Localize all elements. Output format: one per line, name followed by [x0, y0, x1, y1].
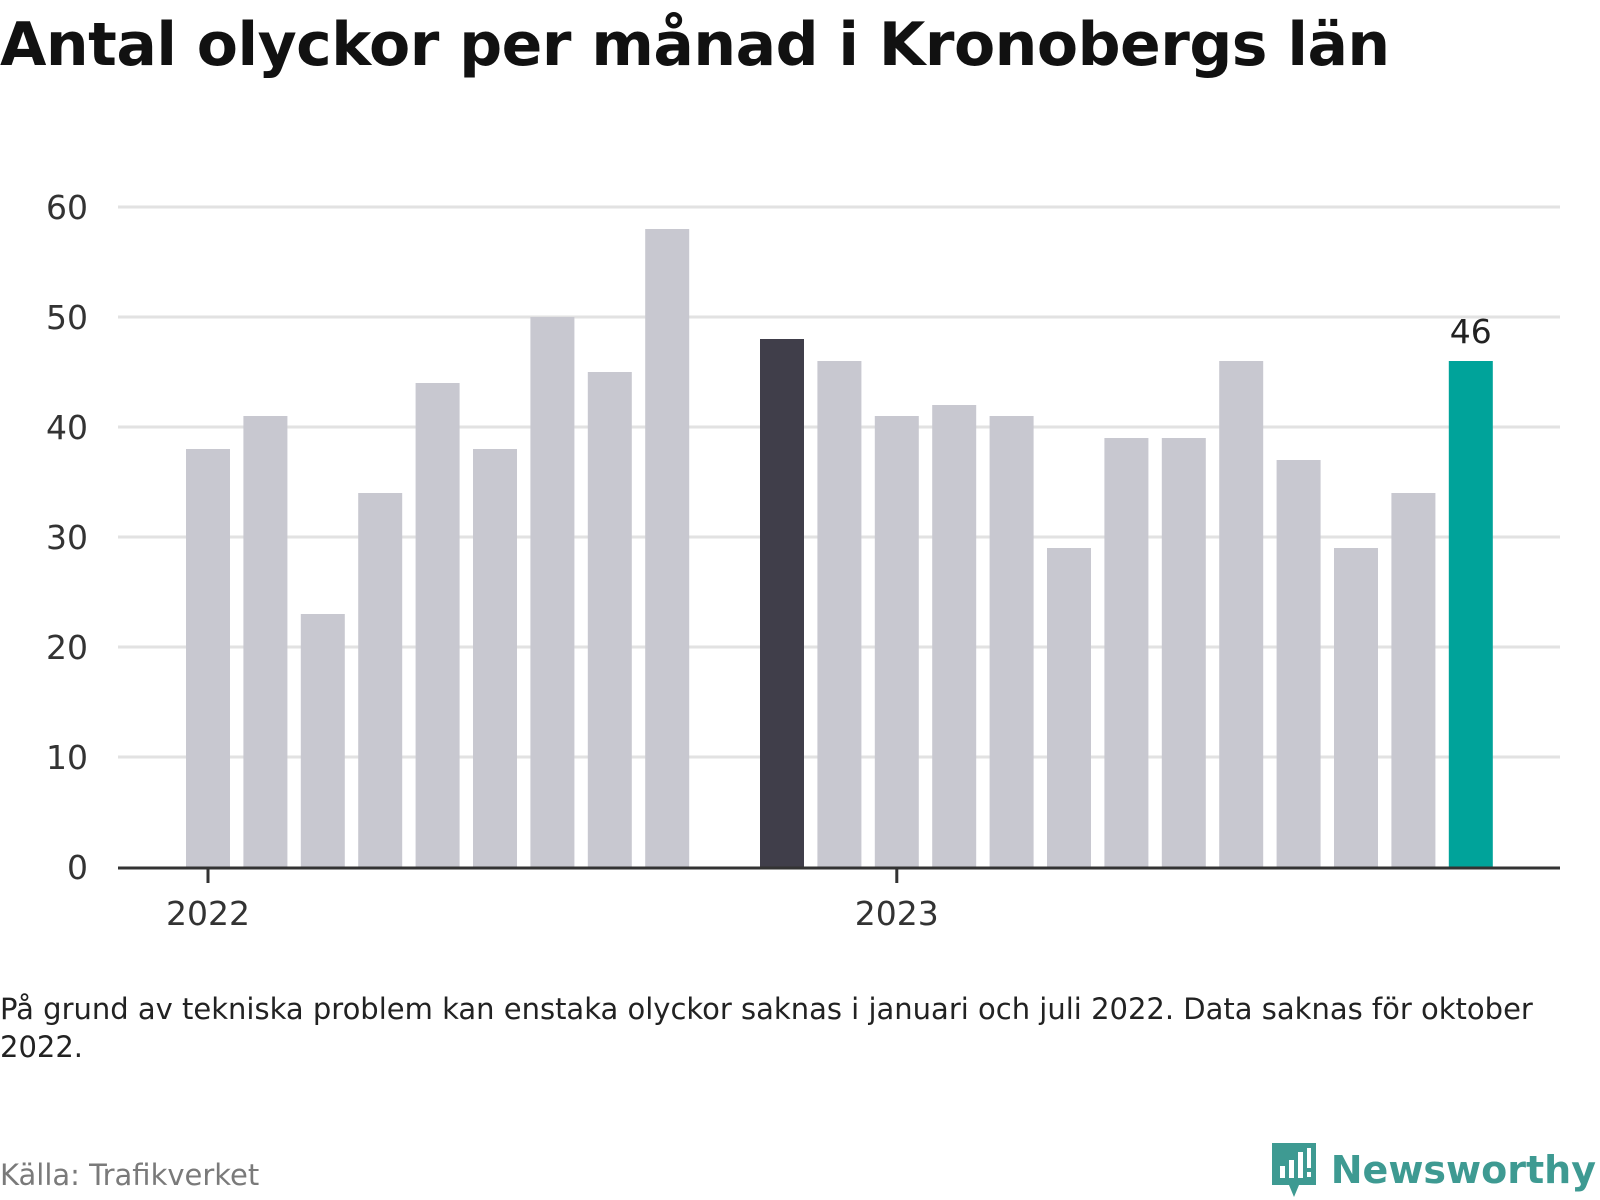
- y-tick-label: 0: [67, 848, 88, 887]
- bars: [186, 229, 1493, 867]
- bar-2022-09: [645, 229, 690, 867]
- bar-2023-03: [989, 416, 1034, 867]
- chart-title: Antal olyckor per månad i Kronobergs län: [0, 10, 1390, 80]
- bar-2022-06: [473, 449, 517, 867]
- x-tick-label: 2023: [855, 894, 939, 933]
- bar-2022-01: [186, 449, 230, 867]
- bar-2023-02: [932, 405, 977, 867]
- x-tick-label: 2022: [166, 894, 250, 933]
- bar-2023-08: [1276, 460, 1321, 867]
- bar-chart: 0 10 20 30 40 50 60 2022 2023 46: [46, 188, 1560, 933]
- y-tick-label: 60: [46, 188, 88, 227]
- bar-2022-02: [243, 416, 288, 867]
- bar-2022-07: [530, 317, 575, 867]
- data-label: 46: [1450, 312, 1492, 351]
- y-tick-label: 40: [46, 408, 88, 447]
- y-tick-label: 50: [46, 298, 88, 337]
- source-credit: Källa: Trafikverket: [0, 1158, 260, 1192]
- bar-2023-05: [1104, 438, 1149, 867]
- newsworthy-logo-icon: [1271, 1143, 1316, 1197]
- bar-2023-07: [1219, 361, 1264, 867]
- bar-2023-06: [1161, 438, 1206, 867]
- chart-note: På grund av tekniska problem kan enstaka…: [0, 992, 1533, 1064]
- y-tick-label: 10: [46, 738, 88, 777]
- bar-2023-01: [874, 416, 919, 867]
- bar-2023-11: [1448, 361, 1493, 867]
- x-axis-ticks: 2022 2023: [166, 869, 939, 933]
- brand-logo: Newsworthy: [1269, 1140, 1596, 1200]
- y-axis-ticks: 0 10 20 30 40 50 60: [46, 188, 88, 887]
- y-tick-label: 20: [46, 628, 88, 667]
- bar-2022-03: [300, 614, 345, 867]
- bar-2023-04: [1047, 548, 1091, 867]
- bar-2022-04: [358, 493, 403, 867]
- data-labels: 46: [1450, 312, 1492, 351]
- bar-2022-12: [817, 361, 862, 867]
- brand-name: Newsworthy: [1330, 1148, 1596, 1192]
- bar-2023-10: [1391, 493, 1436, 867]
- bar-2022-08: [587, 372, 632, 867]
- bar-2022-05: [415, 383, 460, 867]
- y-tick-label: 30: [46, 518, 88, 557]
- bar-2022-11: [760, 339, 804, 867]
- bar-2023-09: [1334, 548, 1378, 867]
